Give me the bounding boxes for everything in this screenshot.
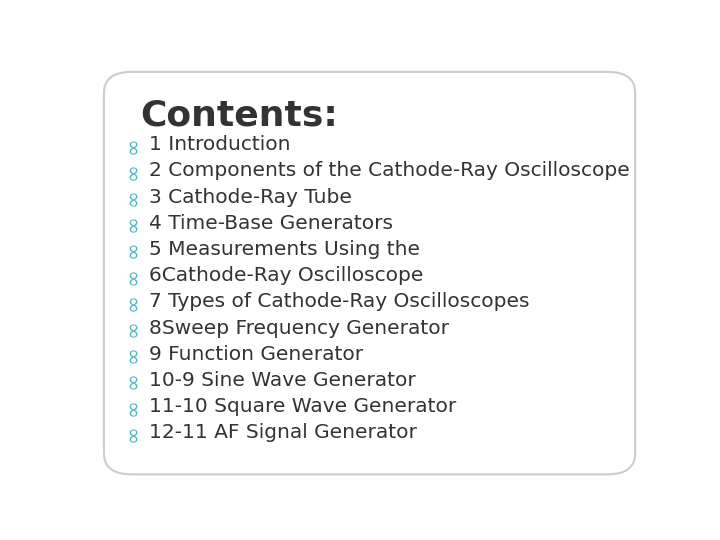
- Text: ∞: ∞: [122, 188, 142, 206]
- Text: ∞: ∞: [122, 267, 142, 285]
- Text: 10-9 Sine Wave Generator: 10-9 Sine Wave Generator: [148, 371, 415, 390]
- Text: ∞: ∞: [122, 397, 142, 415]
- Text: 4 Time-Base Generators: 4 Time-Base Generators: [148, 214, 392, 233]
- Text: ∞: ∞: [122, 240, 142, 258]
- Text: ∞: ∞: [122, 372, 142, 389]
- Text: ∞: ∞: [122, 345, 142, 363]
- Text: 12-11 AF Signal Generator: 12-11 AF Signal Generator: [148, 423, 416, 442]
- Text: 3 Cathode-Ray Tube: 3 Cathode-Ray Tube: [148, 187, 351, 206]
- Text: ∞: ∞: [122, 136, 142, 153]
- Text: ∞: ∞: [122, 162, 142, 180]
- Text: ∞: ∞: [122, 424, 142, 442]
- Text: 8Sweep Frequency Generator: 8Sweep Frequency Generator: [148, 319, 449, 338]
- Text: 5 Measurements Using the: 5 Measurements Using the: [148, 240, 420, 259]
- Text: 11-10 Square Wave Generator: 11-10 Square Wave Generator: [148, 397, 456, 416]
- FancyBboxPatch shape: [104, 72, 635, 474]
- Text: 1 Introduction: 1 Introduction: [148, 135, 290, 154]
- Text: ∞: ∞: [122, 214, 142, 232]
- Text: 9 Function Generator: 9 Function Generator: [148, 345, 363, 364]
- Text: 2 Components of the Cathode-Ray Oscilloscope: 2 Components of the Cathode-Ray Oscillos…: [148, 161, 629, 180]
- Text: 7 Types of Cathode-Ray Oscilloscopes: 7 Types of Cathode-Ray Oscilloscopes: [148, 292, 529, 311]
- Text: 6Cathode-Ray Oscilloscope: 6Cathode-Ray Oscilloscope: [148, 266, 423, 285]
- Text: Contents:: Contents:: [140, 98, 338, 132]
- Text: ∞: ∞: [122, 293, 142, 310]
- Text: ∞: ∞: [122, 319, 142, 337]
